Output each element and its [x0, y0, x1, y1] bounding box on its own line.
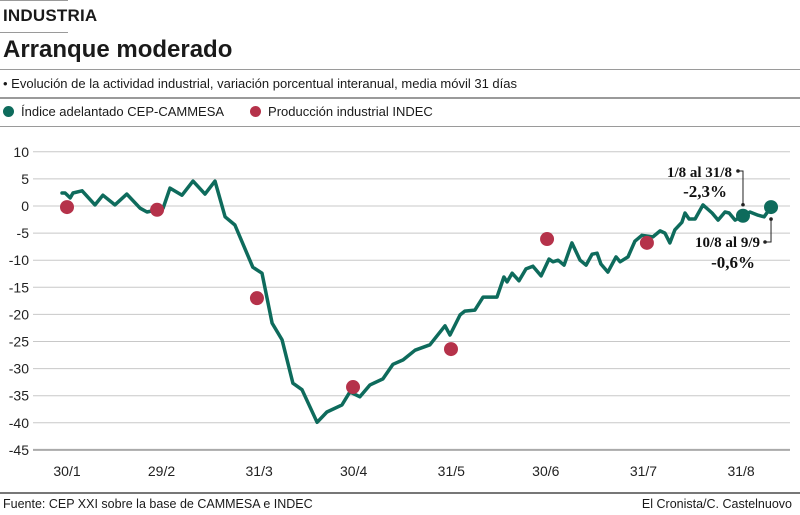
annotation-dot	[763, 240, 767, 244]
indec-point	[346, 380, 361, 395]
indec-point	[150, 202, 165, 217]
annotation-connector	[765, 219, 772, 243]
footer-rule	[0, 492, 800, 494]
x-tick-label: 30/6	[532, 463, 559, 479]
annotation-dot	[736, 169, 740, 173]
y-tick-label: -45	[9, 442, 29, 458]
y-tick-label: 5	[21, 171, 29, 187]
y-tick-label: -35	[9, 388, 29, 404]
legend-dot-indec-icon	[250, 106, 262, 117]
credit-note: El Cronista/C. Castelnuovo	[641, 497, 792, 511]
x-tick-label: 29/2	[148, 463, 175, 479]
cep-line	[60, 179, 773, 425]
annotation-dot	[741, 202, 745, 207]
y-tick-label: -10	[9, 252, 29, 268]
annotation-value-aug: -2,3%	[683, 182, 727, 201]
x-tick-label: 31/8	[727, 463, 754, 479]
gridlines	[33, 151, 790, 451]
indec-point	[540, 232, 555, 247]
x-axis-ticks: 30/1 29/2 31/3 30/4 31/5 30/6 31/7 31/8	[53, 463, 755, 479]
y-tick-label: -30	[9, 361, 29, 377]
subtitle-top-rule	[0, 69, 800, 70]
indec-point	[249, 291, 264, 306]
subtitle-bottom-rule	[0, 97, 800, 99]
legend-bottom-rule	[0, 126, 800, 127]
annotation-value-sep: -0,6%	[711, 253, 755, 272]
annotation-period-aug: 1/8 al 31/8	[667, 165, 732, 181]
x-tick-label: 30/1	[53, 463, 80, 479]
y-axis-ticks: 10 5 0 -5 -10 -15 -20 -25 -30 -35 -40 -45	[9, 144, 29, 458]
y-tick-label: -15	[9, 279, 29, 295]
annotation-connector	[737, 170, 744, 205]
legend-label-indec: Producción industrial INDEC	[268, 104, 433, 119]
y-tick-label: 10	[13, 144, 29, 160]
highlight-point-sep	[764, 200, 779, 215]
indec-point	[443, 342, 458, 357]
y-tick-label: -40	[9, 415, 29, 431]
x-tick-label: 30/4	[340, 463, 367, 479]
indec-point	[639, 235, 654, 250]
x-tick-label: 31/5	[438, 463, 465, 479]
chart-subtitle: • Evolución de la actividad industrial, …	[3, 76, 518, 91]
kicker-top-rule	[0, 0, 68, 1]
kicker-bottom-rule	[0, 32, 68, 33]
legend-label-cep: Índice adelantado CEP-CAMMESA	[21, 104, 225, 119]
cep-series	[60, 179, 773, 425]
chart-title: Arranque moderado	[3, 36, 233, 63]
y-tick-label: -25	[9, 334, 29, 350]
indec-point	[60, 200, 74, 215]
annotations: 1/8 al 31/8-2,3% 10/8 al 9/9 -0,6%	[667, 165, 779, 272]
y-tick-label: 0	[21, 198, 29, 214]
indec-series	[60, 200, 654, 395]
legend: Índice adelantado CEP-CAMMESA Producción…	[3, 104, 459, 119]
x-tick-label: 31/3	[246, 463, 273, 479]
highlight-point-aug	[735, 208, 750, 223]
annotation-dot	[769, 217, 773, 221]
y-tick-label: -5	[17, 225, 30, 241]
legend-item-indec: Producción industrial INDEC	[250, 104, 433, 119]
legend-item-cep: Índice adelantado CEP-CAMMESA	[3, 104, 224, 119]
legend-dot-cep-icon	[3, 106, 14, 117]
annotation-period-sep: 10/8 al 9/9	[695, 235, 760, 251]
y-tick-label: -20	[9, 306, 29, 322]
section-kicker: INDUSTRIA	[3, 6, 98, 25]
source-note: Fuente: CEP XXI sobre la base de CAMMESA…	[3, 497, 313, 511]
x-tick-label: 31/7	[630, 463, 657, 479]
